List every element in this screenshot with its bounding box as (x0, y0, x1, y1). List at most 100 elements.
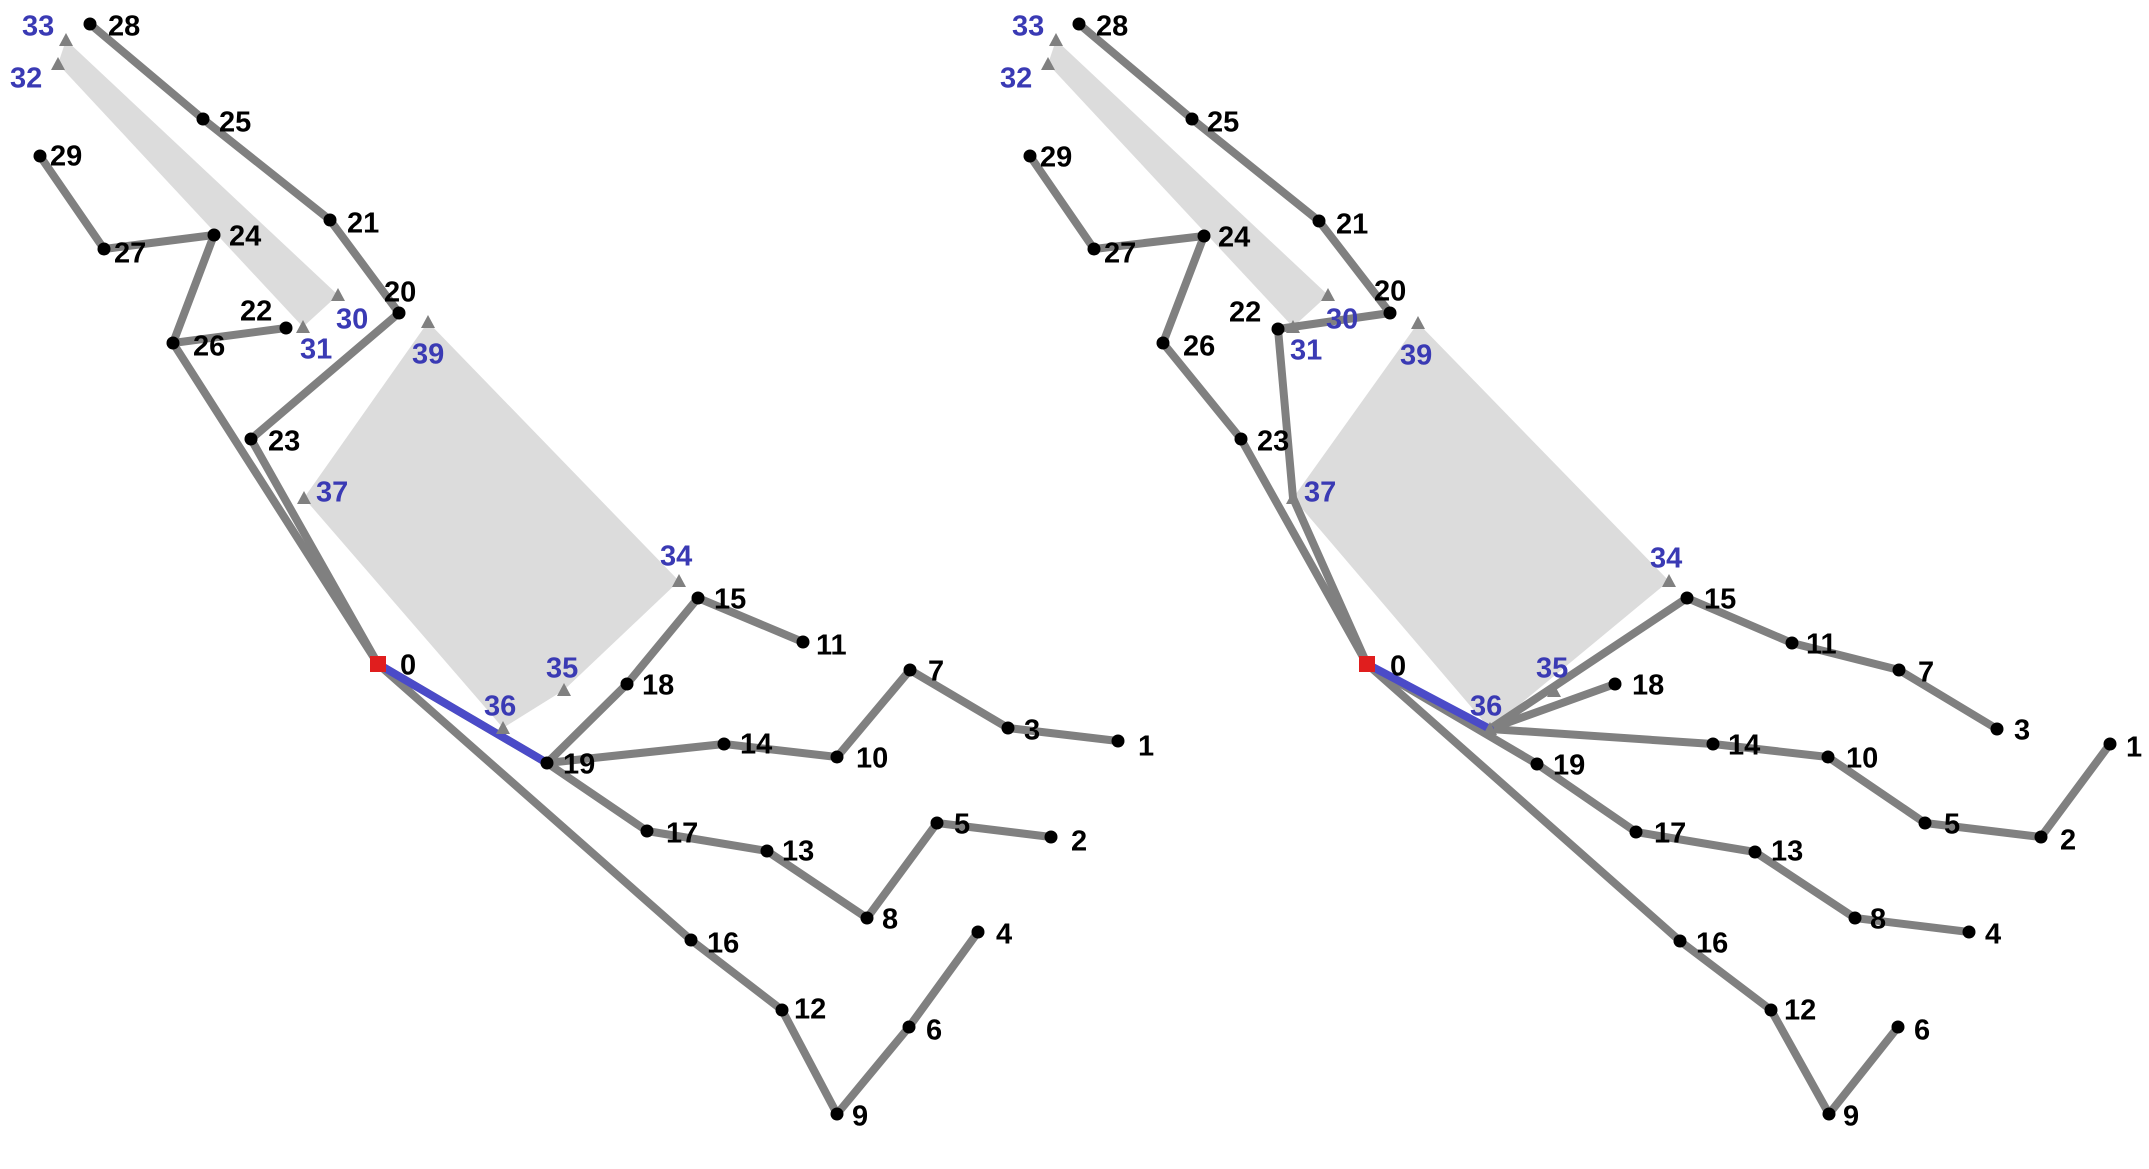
left-node-label-7: 7 (928, 656, 944, 688)
left-node-25 (197, 113, 210, 126)
left-node-8 (861, 912, 874, 925)
right-node-11 (1786, 637, 1799, 650)
right-region-layer (1048, 40, 1669, 729)
left-node-label-22: 22 (240, 296, 272, 328)
left-edge-26-24 (173, 235, 214, 343)
left-node-label-32: 32 (10, 63, 42, 95)
right-node-label-18: 18 (1632, 670, 1664, 702)
left-node-label-5: 5 (954, 809, 970, 841)
right-node-label-31: 31 (1290, 335, 1322, 367)
right-node-label-37: 37 (1304, 477, 1336, 509)
right-node-label-5: 5 (1944, 809, 1960, 841)
right-node-39 (1411, 316, 1425, 329)
left-node-label-15: 15 (714, 584, 746, 616)
right-node-label-22: 22 (1229, 297, 1261, 329)
right-node-label-27: 27 (1104, 238, 1136, 270)
left-node-3 (1002, 722, 1015, 735)
right-node-22 (1272, 323, 1285, 336)
right-node-29 (1024, 150, 1037, 163)
left-node-13 (761, 845, 774, 858)
right-node-label-39: 39 (1400, 340, 1432, 372)
right-edge-7-3 (1899, 670, 1997, 729)
left-node-label-27: 27 (114, 238, 146, 270)
right-node-label-11: 11 (1806, 629, 1837, 661)
left-node-19 (541, 757, 554, 770)
right-node-label-17: 17 (1654, 818, 1686, 850)
left-node-21 (324, 214, 337, 227)
right-node-19 (1531, 758, 1544, 771)
right-edge-5-2 (1925, 823, 2041, 837)
right-node-label-28: 28 (1096, 11, 1128, 43)
left-edge-17-13 (647, 831, 767, 851)
left-node-18 (621, 678, 634, 691)
right-node-label-29: 29 (1040, 142, 1072, 174)
left-node-27 (98, 243, 111, 256)
left-node-23 (245, 433, 258, 446)
left-node-label-34: 34 (660, 541, 692, 573)
left-node-label-36: 36 (484, 691, 516, 723)
left-node-label-16: 16 (707, 928, 739, 960)
left-node-label-8: 8 (882, 904, 898, 936)
left-node-label-30: 30 (336, 304, 368, 336)
right-node-33 (1049, 33, 1063, 46)
right-node-7 (1893, 664, 1906, 677)
left-node-label-13: 13 (782, 836, 814, 868)
right-node-21 (1313, 215, 1326, 228)
right-edge-13-8 (1755, 852, 1855, 918)
right-node-label-12: 12 (1784, 995, 1816, 1027)
right-node-3 (1991, 723, 2004, 736)
right-node-label-3: 3 (2014, 715, 2030, 747)
right-edge-26-24 (1163, 236, 1204, 343)
left-node-29 (34, 150, 47, 163)
left-node-label-24: 24 (229, 221, 261, 253)
right-node-label-26: 26 (1183, 331, 1215, 363)
right-node-label-2: 2 (2060, 825, 2076, 857)
left-node-label-20: 20 (384, 277, 416, 309)
left-node-label-10: 10 (856, 743, 888, 775)
left-node-label-33: 33 (22, 11, 54, 43)
left-node-label-6: 6 (926, 1015, 942, 1047)
left-node-28 (84, 18, 97, 31)
right-edge-36-14 (1490, 729, 1713, 744)
left-node-label-11: 11 (816, 630, 847, 662)
right-edge-15-11 (1687, 598, 1792, 643)
right-node-2 (2035, 831, 2048, 844)
right-node-label-15: 15 (1704, 584, 1736, 616)
left-node-label-26: 26 (193, 331, 225, 363)
right-node-18 (1609, 678, 1622, 691)
left-node-label-25: 25 (219, 107, 251, 139)
right-node-label-20: 20 (1374, 276, 1406, 308)
right-node-0 (1359, 656, 1375, 672)
left-node-22 (280, 322, 293, 335)
left-node-6 (903, 1021, 916, 1034)
left-node-label-31: 31 (300, 334, 332, 366)
left-node-24 (208, 229, 221, 242)
right-node-label-4: 4 (1985, 919, 2001, 951)
right-node-9 (1823, 1108, 1836, 1121)
left-node-33 (59, 33, 73, 46)
left-node-label-12: 12 (794, 994, 826, 1026)
left-node-label-1: 1 (1138, 731, 1154, 763)
left-node-15 (692, 592, 705, 605)
left-edge-8-5 (867, 823, 937, 918)
left-node-2 (1045, 831, 1058, 844)
right-node-14 (1707, 738, 1720, 751)
left-node-label-3: 3 (1024, 715, 1040, 747)
right-node-12 (1765, 1004, 1778, 1017)
left-edge-19-17 (547, 763, 647, 831)
left-node-label-21: 21 (347, 208, 379, 240)
right-node-20 (1384, 307, 1397, 320)
left-node-0 (370, 656, 386, 672)
right-node-8 (1849, 912, 1862, 925)
left-node-label-0: 0 (400, 650, 416, 682)
right-node-6 (1892, 1021, 1905, 1034)
right-node-28 (1073, 18, 1086, 31)
left-edge-9-6 (837, 1027, 909, 1114)
left-node-4 (972, 926, 985, 939)
right-node-17 (1630, 826, 1643, 839)
right-node-label-23: 23 (1257, 426, 1289, 458)
left-node-7 (904, 664, 917, 677)
left-node-label-39: 39 (412, 339, 444, 371)
